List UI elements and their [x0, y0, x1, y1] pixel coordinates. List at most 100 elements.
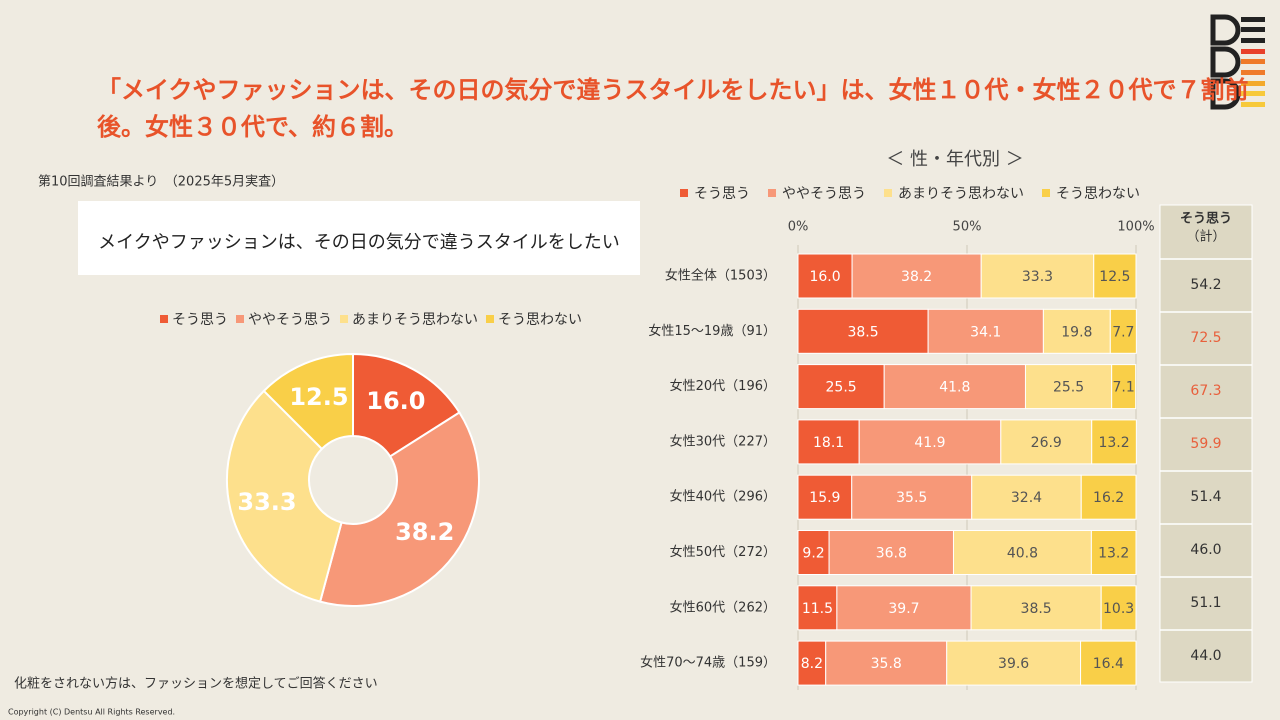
bar-label: 38.5 [847, 324, 878, 340]
bar-label: 11.5 [802, 601, 833, 617]
legend-swatch [680, 189, 688, 197]
table-value: 46.0 [1190, 542, 1221, 558]
bar-label: 41.8 [939, 380, 970, 396]
bar-segment [1111, 364, 1137, 410]
slice-label: 12.5 [289, 383, 348, 411]
bar-segment [797, 530, 830, 575]
bar-segment [797, 253, 853, 299]
donut-slice [226, 389, 343, 603]
table-header: そう思う [1180, 212, 1232, 227]
table-value: 44.0 [1190, 648, 1221, 664]
bar-segment [946, 640, 1082, 686]
legend-swatch [768, 189, 776, 197]
bar-segment [971, 474, 1082, 520]
y-tick-label: 女性20代（196） [670, 378, 776, 394]
bar-label: 39.6 [998, 656, 1029, 672]
bar-label: 16.4 [1093, 656, 1124, 672]
donut-slice [262, 352, 354, 451]
legend-label: そう思わない [498, 312, 582, 328]
bar-label: 12.5 [1099, 269, 1130, 285]
y-tick-label: 女性70～74歳（159） [640, 655, 776, 671]
bar-segment [797, 585, 838, 631]
x-tick-label: 0% [788, 220, 809, 235]
x-tick-label: 100% [1117, 220, 1154, 235]
bar-label: 33.3 [1022, 269, 1053, 285]
bar-label: 10.3 [1103, 601, 1134, 617]
legend-label: そう思わない [1056, 186, 1140, 202]
bar-label: 41.9 [914, 435, 945, 451]
legend-label: あまりそう思わない [352, 312, 478, 328]
legend-swatch [340, 315, 348, 323]
bar-label: 35.8 [871, 656, 902, 672]
table-value: 51.1 [1190, 595, 1221, 611]
y-tick-label: 女性40代（296） [670, 489, 776, 505]
bar-segment [797, 474, 853, 520]
bar-segment [1080, 474, 1137, 520]
legend-swatch [486, 315, 494, 323]
question: メイクやファッションは、その日の気分で違うスタイルをしたい [98, 232, 620, 253]
bar-label: 25.5 [1053, 380, 1084, 396]
donut-slice [352, 352, 461, 458]
bar-segment [1042, 308, 1111, 354]
table-value: 54.2 [1190, 277, 1221, 293]
bar-label: 8.2 [801, 656, 823, 672]
source-note: 第10回調査結果より （2025年5月実査） [38, 174, 284, 190]
bar-segment [1109, 308, 1137, 354]
bar-label: 26.9 [1031, 435, 1062, 451]
bar-segment [1000, 419, 1093, 465]
bar-label: 34.1 [970, 324, 1001, 340]
headline: 「メイクやファッションは、その日の気分で違うスタイルをしたい」は、女性１０代・女… [97, 76, 1249, 104]
table-value: 67.3 [1190, 383, 1221, 399]
table-value: 59.9 [1190, 436, 1221, 452]
logo [1210, 14, 1265, 110]
copyright: Copyright (C) Dentsu All Rights Reserved… [8, 708, 175, 717]
bar-segment [1090, 530, 1137, 575]
donut-slice [318, 411, 480, 607]
legend-label: あまりそう思わない [898, 186, 1024, 202]
bar-title: ＜ 性・年代別 ＞ [886, 149, 1023, 170]
bar-label: 16.0 [809, 269, 840, 285]
legend-label: そう思う [172, 312, 228, 328]
x-tick-label: 50% [953, 220, 982, 235]
bar-label: 19.8 [1061, 324, 1092, 340]
bar-segment [797, 419, 860, 465]
bar-label: 13.2 [1098, 546, 1129, 562]
table-value: 51.4 [1190, 489, 1221, 505]
bar-segment [797, 640, 827, 686]
table-header: （計） [1186, 229, 1225, 245]
bar-label: 35.5 [896, 490, 927, 506]
bar-label: 18.1 [813, 435, 844, 451]
bar-label: 38.5 [1021, 601, 1052, 617]
bar-label: 36.8 [876, 546, 907, 562]
bar-label: 15.9 [809, 490, 840, 506]
slice-label: 38.2 [395, 518, 454, 546]
bar-label: 25.5 [826, 380, 857, 396]
bar-segment [1093, 253, 1137, 299]
bar-segment [1100, 585, 1137, 631]
bar-segment [1080, 640, 1137, 686]
legend-label: ややそう思う [248, 312, 332, 328]
bar-label: 7.7 [1112, 324, 1134, 340]
bar-segment [836, 585, 972, 631]
legend-swatch [160, 315, 168, 323]
y-tick-label: 女性15～19歳（91） [648, 323, 776, 339]
question-box [78, 201, 640, 275]
legend-swatch [884, 189, 892, 197]
bar-label: 9.2 [802, 546, 824, 562]
bar-label: 39.7 [888, 601, 919, 617]
y-tick-label: 女性50代（272） [670, 544, 776, 560]
bar-segment [797, 308, 929, 354]
legend-swatch [236, 315, 244, 323]
bar-label: 38.2 [901, 269, 932, 285]
bar-label: 13.2 [1098, 435, 1129, 451]
legend-label: ややそう思う [782, 186, 866, 202]
headline: 後。女性３０代で、約６割。 [97, 113, 408, 141]
bar-label: 40.8 [1007, 546, 1038, 562]
bar-segment [1091, 419, 1137, 465]
bar-segment [927, 308, 1044, 354]
table-bg [1159, 204, 1253, 683]
bar-segment [828, 530, 954, 575]
table-value: 72.5 [1190, 330, 1221, 346]
bar-segment [825, 640, 948, 686]
